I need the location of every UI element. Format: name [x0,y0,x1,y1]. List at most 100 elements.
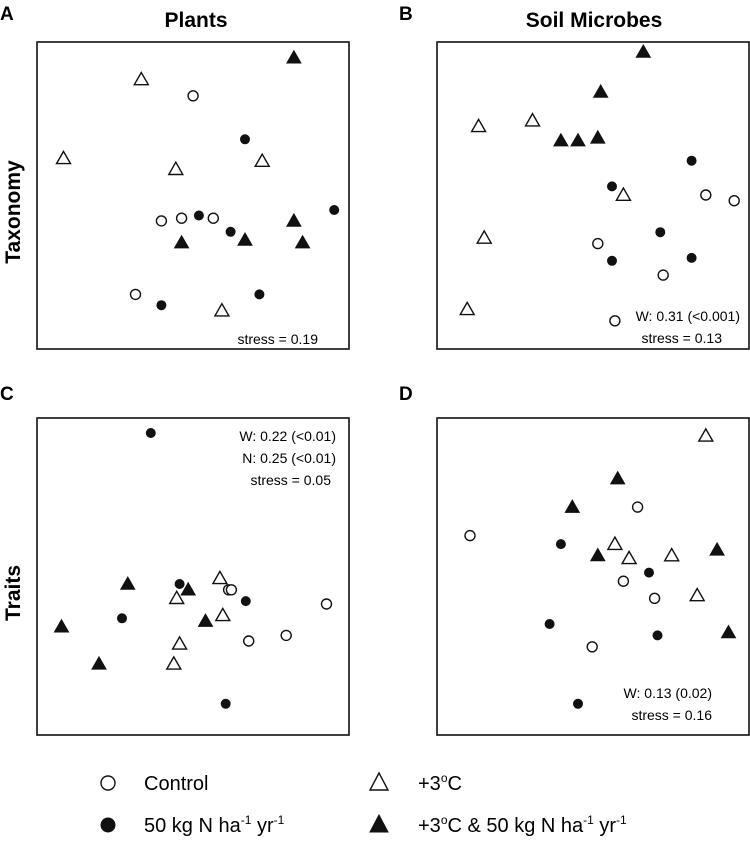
panel-c-warming-nitrogen-point-2 [180,581,197,596]
panel-c-nitrogen-point-1 [145,428,156,438]
panel-letter-b: B [399,4,413,25]
panel-d-warming-nitrogen-point-4 [709,541,725,556]
panel-d-warming-nitrogen-point-5 [720,624,737,639]
panel-d-warming-nitrogen-point-1 [609,470,626,485]
panel-a-nitrogen-point-5 [156,300,167,311]
panel-c-nitrogen-point-2 [174,579,185,589]
panel-a-warming-point-4 [253,152,271,168]
panel-b-warming-point-3 [615,186,632,202]
panel-d-warming-point-5 [688,587,706,602]
panel-d-control-point-1 [631,501,644,513]
panel-letter-a: A [0,4,14,25]
panel-c-warming-point-2 [168,589,185,605]
annotation-w-d: W: 0.13 (0.02) [624,685,712,701]
panel-a-nitrogen-point-2 [225,226,236,237]
panel-a-control-point-3 [207,212,220,224]
panel-a-warming-nitrogen-point-5 [294,234,311,249]
panel-b-nitrogen-point-4 [607,255,617,266]
panel-b-warming-nitrogen-point-5 [589,129,606,144]
legend-label-warming: +3oC [418,771,462,795]
annotation-n-c: N: 0.25 (<0.01) [242,450,336,466]
panel-b-nitrogen-point-2 [607,181,617,192]
legend: Control +3oC 50 kg N ha-1 yr-1 +3oC & 50… [100,771,627,837]
panel-c-warming-nitrogen-point-3 [197,613,214,627]
panel-b-control-point-5 [609,315,621,327]
panel-frame-a [36,41,350,350]
panel-c-nitrogen-point-3 [240,596,251,607]
panel-c-warming-point-3 [214,606,232,622]
legend-label-nitrogen: 50 kg N ha-1 yr-1 [144,813,285,837]
legend-label-warming-nitrogen: +3oC & 50 kg N ha-1 yr-1 [418,813,627,837]
panel-a-warming-nitrogen-point-3 [237,231,253,246]
panel-c-nitrogen-point-4 [117,613,127,624]
legend-marker-control [100,775,116,791]
panel-d-warming-nitrogen-point-3 [589,547,606,562]
panel-a-warming-nitrogen-point-1 [286,49,302,64]
panel-d-control-point-3 [617,575,630,587]
column-title-plants: Plants [164,9,227,32]
panel-c-nitrogen-point-5 [220,698,231,709]
panel-c-warming-nitrogen-point-5 [91,655,107,670]
annotation-stress-a: stress = 0.19 [237,331,318,347]
column-title-soil-microbes: Soil Microbes [526,9,663,32]
panel-b-warming-point-5 [458,300,476,316]
panel-c-warming-point-4 [171,635,188,650]
panel-a-warming-point-3 [167,160,185,176]
annotation-w-c: W: 0.22 (<0.01) [239,428,336,444]
panel-letter-c: C [0,384,14,405]
panel-a-warming-point-1 [133,71,150,86]
panel-d-control-point-5 [586,641,598,653]
panel-b-nitrogen-point-1 [686,155,697,166]
panel-c-warming-nitrogen-point-1 [119,575,136,590]
panel-c-warming-point-5 [165,655,183,670]
panel-d-nitrogen-point-2 [644,567,654,578]
panel-frame-d [436,417,750,736]
panel-b-control-point-2 [728,194,740,207]
panel-d-warming-point-1 [697,427,715,442]
marker-layer [53,43,740,709]
panel-a-nitrogen-point-1 [240,134,250,145]
panel-frame-b [436,41,750,350]
legend-label-control: Control [144,773,208,795]
panel-a-warming-point-5 [213,302,231,317]
panel-b-warming-point-2 [524,112,541,127]
legend-marker-warming-nitrogen [369,813,389,833]
panel-c-warming-point-1 [211,569,229,585]
panel-a-control-point-1 [187,90,199,102]
panel-c-warming-nitrogen-point-4 [53,618,70,633]
panel-d-nitrogen-point-5 [573,698,583,709]
panel-c-control-point-3 [320,598,333,610]
row-title-traits: Traits [2,565,25,621]
panel-b-warming-nitrogen-point-4 [570,132,586,147]
panel-a-control-point-2 [175,212,188,224]
annotation-w-b: W: 0.31 (<0.001) [636,308,740,324]
panel-a-warming-nitrogen-point-4 [286,212,302,227]
row-title-taxonomy: Taxonomy [2,160,25,264]
panel-d-warming-point-3 [620,549,638,565]
panel-b-warming-nitrogen-point-1 [635,43,652,58]
annotation-stress-b: stress = 0.13 [641,330,722,346]
panel-d-control-point-4 [648,592,661,604]
panel-b-control-point-4 [657,269,669,281]
annotation-stress-c: stress = 0.05 [250,472,331,488]
panel-d-control-point-2 [464,529,476,542]
panel-a-nitrogen-point-4 [329,205,340,215]
panel-c-control-point-4 [242,635,255,647]
legend-marker-warming [368,771,390,791]
panel-b-warming-nitrogen-point-2 [592,83,609,98]
panel-b-warming-point-1 [470,117,487,133]
panel-a-control-point-4 [155,215,168,227]
panel-b-nitrogen-point-5 [686,252,697,263]
panel-b-control-point-3 [592,237,604,250]
panel-b-warming-point-4 [475,229,493,244]
panel-d-warming-point-4 [663,547,680,562]
panel-b-warming-nitrogen-point-3 [553,132,569,147]
panel-d-nitrogen-point-4 [652,630,663,641]
legend-marker-nitrogen [100,817,116,833]
panel-b-control-point-1 [700,189,712,201]
panel-a-nitrogen-point-6 [254,289,265,300]
panel-d-nitrogen-point-1 [555,539,566,550]
panel-c-control-point-5 [280,629,292,642]
panel-d-nitrogen-point-3 [544,619,555,629]
